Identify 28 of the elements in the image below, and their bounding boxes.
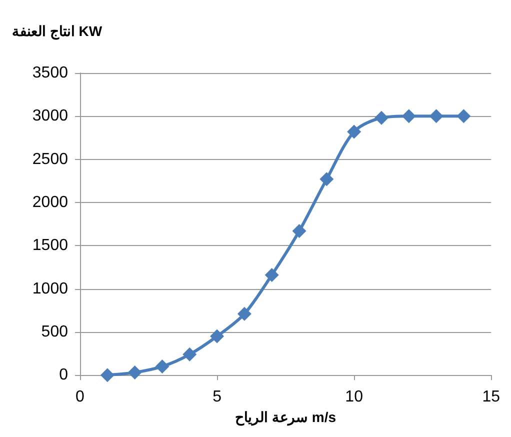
y-tick-label: 3500 — [32, 64, 68, 82]
y-axis-title: انتاج العنفة KW — [12, 23, 103, 40]
point — [264, 268, 279, 282]
point — [155, 359, 170, 374]
x-tick-label: 10 — [345, 388, 364, 406]
point — [210, 329, 224, 344]
y-tick-label: 1000 — [32, 280, 68, 298]
x-axis-title: سرعة الرياح m/s — [235, 409, 336, 426]
point — [292, 224, 306, 238]
y-tick-label: 2000 — [32, 194, 68, 211]
x-tick-label: 15 — [482, 388, 500, 406]
point — [182, 347, 197, 362]
x-tick-label: 0 — [76, 388, 85, 406]
y-tick-label: 2500 — [32, 150, 68, 168]
point — [402, 109, 416, 124]
y-tick-label: 1500 — [32, 237, 68, 254]
y-tick-label: 3000 — [32, 108, 68, 125]
point — [456, 109, 471, 124]
point — [429, 109, 444, 124]
point — [374, 110, 388, 125]
point — [128, 366, 142, 380]
x-tick-label: 5 — [212, 388, 222, 406]
y-tick-label: 500 — [41, 323, 68, 340]
point — [237, 306, 252, 321]
y-tick-label: 0 — [59, 366, 68, 384]
point — [347, 124, 362, 139]
point — [320, 172, 334, 186]
point — [100, 368, 114, 382]
